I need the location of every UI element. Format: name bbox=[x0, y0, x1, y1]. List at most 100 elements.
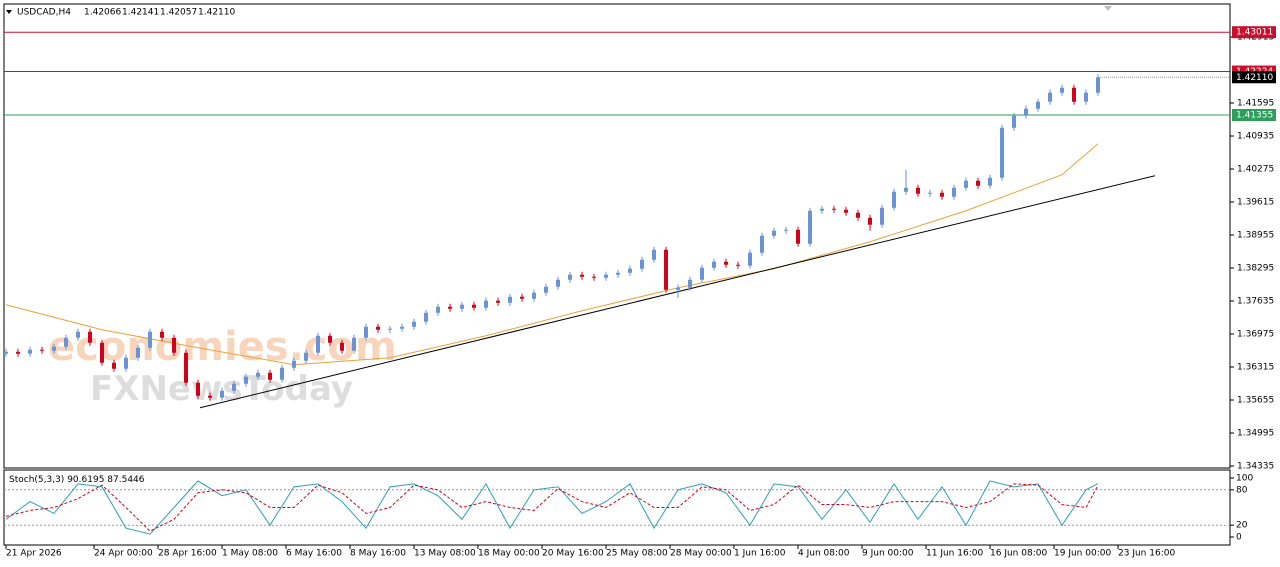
candle-body bbox=[808, 210, 812, 244]
candle-body bbox=[292, 360, 296, 368]
candle-body bbox=[244, 376, 248, 384]
candle-body bbox=[820, 208, 824, 211]
candle-body bbox=[904, 187, 908, 192]
candle-body bbox=[184, 352, 188, 383]
candle-body bbox=[16, 351, 20, 354]
x-tick-label: 24 Apr 00:00 bbox=[94, 549, 153, 559]
candle-body bbox=[40, 349, 44, 351]
candle-body bbox=[1048, 92, 1052, 102]
scroll-marker[interactable] bbox=[1104, 6, 1112, 11]
candle-body bbox=[388, 328, 392, 330]
candle-body bbox=[940, 192, 944, 197]
candle-body bbox=[508, 296, 512, 303]
ohlc: 1.42066 bbox=[84, 8, 121, 18]
candle-body bbox=[1060, 87, 1064, 93]
candle-body bbox=[268, 372, 272, 380]
candle-body bbox=[676, 287, 680, 290]
candle-body bbox=[688, 279, 692, 288]
y-tick-label: 1.38295 bbox=[1237, 264, 1274, 274]
y-tick-label: 1.41595 bbox=[1237, 99, 1274, 109]
candle-body bbox=[340, 342, 344, 351]
candle-body bbox=[112, 362, 116, 369]
menu-arrow[interactable] bbox=[6, 10, 12, 14]
stoch-main: 90.6195 bbox=[67, 475, 104, 485]
x-tick-label: 28 May 00:00 bbox=[670, 549, 732, 559]
candle-body bbox=[652, 249, 656, 260]
x-tick-label: 11 Jun 16:00 bbox=[926, 549, 983, 559]
stoch-label: Stoch(5,3,3) 90.6195 87.5446 bbox=[9, 475, 145, 485]
candle-body bbox=[196, 382, 200, 396]
candle-body bbox=[160, 331, 164, 338]
x-tick-label: 8 May 16:00 bbox=[350, 549, 406, 559]
candle-body bbox=[1000, 127, 1004, 178]
y-tick-label: 1.34335 bbox=[1237, 462, 1274, 472]
y-tick-label: 1.40935 bbox=[1237, 132, 1274, 142]
candle-body bbox=[952, 187, 956, 197]
candle-body bbox=[1084, 92, 1088, 102]
symbol: USDCAD,H4 bbox=[17, 8, 71, 18]
level-label-bg bbox=[1232, 109, 1276, 121]
stoch-y-tick-label: 20 bbox=[1236, 521, 1248, 531]
level-label: 1.43011 bbox=[1236, 28, 1273, 38]
candle-body bbox=[460, 304, 464, 309]
stoch-title: Stoch(5,3,3) bbox=[9, 475, 64, 485]
candle-body bbox=[88, 331, 92, 343]
candle-body bbox=[148, 331, 152, 348]
candle-body bbox=[628, 268, 632, 273]
candle-body bbox=[712, 261, 716, 268]
candle-body bbox=[844, 209, 848, 213]
candle-body bbox=[892, 191, 896, 208]
candle-body bbox=[520, 296, 524, 299]
candle-body bbox=[880, 207, 884, 225]
candle-body bbox=[736, 264, 740, 266]
stoch-panel bbox=[3, 469, 1231, 546]
ohlc: 1.42141 bbox=[122, 8, 159, 18]
candle-body bbox=[988, 177, 992, 186]
stoch-line bbox=[5, 483, 1099, 532]
y-tick-label: 1.36975 bbox=[1237, 330, 1274, 340]
candle-body bbox=[172, 337, 176, 353]
candle-body bbox=[256, 372, 260, 377]
candle-body bbox=[784, 229, 788, 231]
candle-body bbox=[352, 337, 356, 351]
candle-body bbox=[412, 321, 416, 327]
candle-body bbox=[472, 304, 476, 308]
x-tick-label: 9 Jun 00:00 bbox=[862, 549, 914, 559]
y-tick-label: 1.39615 bbox=[1237, 198, 1274, 208]
candle-body bbox=[772, 230, 776, 236]
candle-body bbox=[1096, 77, 1100, 93]
y-tick-label: 1.37635 bbox=[1237, 297, 1274, 307]
candle-body bbox=[364, 326, 368, 338]
stoch-y-tick-label: 0 bbox=[1236, 533, 1242, 543]
x-tick-label: 19 Jun 00:00 bbox=[1054, 549, 1111, 559]
candle-body bbox=[760, 235, 764, 253]
candle-body bbox=[424, 312, 428, 322]
candle-body bbox=[316, 335, 320, 353]
x-tick-label: 21 Apr 2026 bbox=[6, 549, 62, 559]
candle-body bbox=[544, 286, 548, 293]
moving-average bbox=[5, 143, 1099, 366]
x-tick-label: 13 May 08:00 bbox=[414, 549, 476, 559]
candle-body bbox=[208, 395, 212, 398]
candle-body bbox=[556, 279, 560, 287]
candle-body bbox=[1012, 115, 1016, 128]
candle-body bbox=[64, 337, 68, 347]
candle-body bbox=[136, 347, 140, 358]
candle-body bbox=[232, 383, 236, 391]
candle-body bbox=[532, 292, 536, 299]
candle-body bbox=[124, 357, 128, 369]
candle-body bbox=[400, 326, 404, 329]
candle-body bbox=[700, 267, 704, 280]
candle-body bbox=[496, 300, 500, 303]
candle-body bbox=[916, 187, 920, 194]
candle-body bbox=[580, 274, 584, 277]
ohlc: 1.42110 bbox=[198, 8, 235, 18]
candle-body bbox=[868, 217, 872, 225]
main-panel bbox=[3, 3, 1231, 469]
candle-body bbox=[568, 274, 572, 280]
x-tick-label: 4 Jun 08:00 bbox=[798, 549, 850, 559]
candle-body bbox=[28, 349, 32, 354]
x-tick-label: 23 Jun 16:00 bbox=[1118, 549, 1175, 559]
candle-body bbox=[796, 229, 800, 244]
